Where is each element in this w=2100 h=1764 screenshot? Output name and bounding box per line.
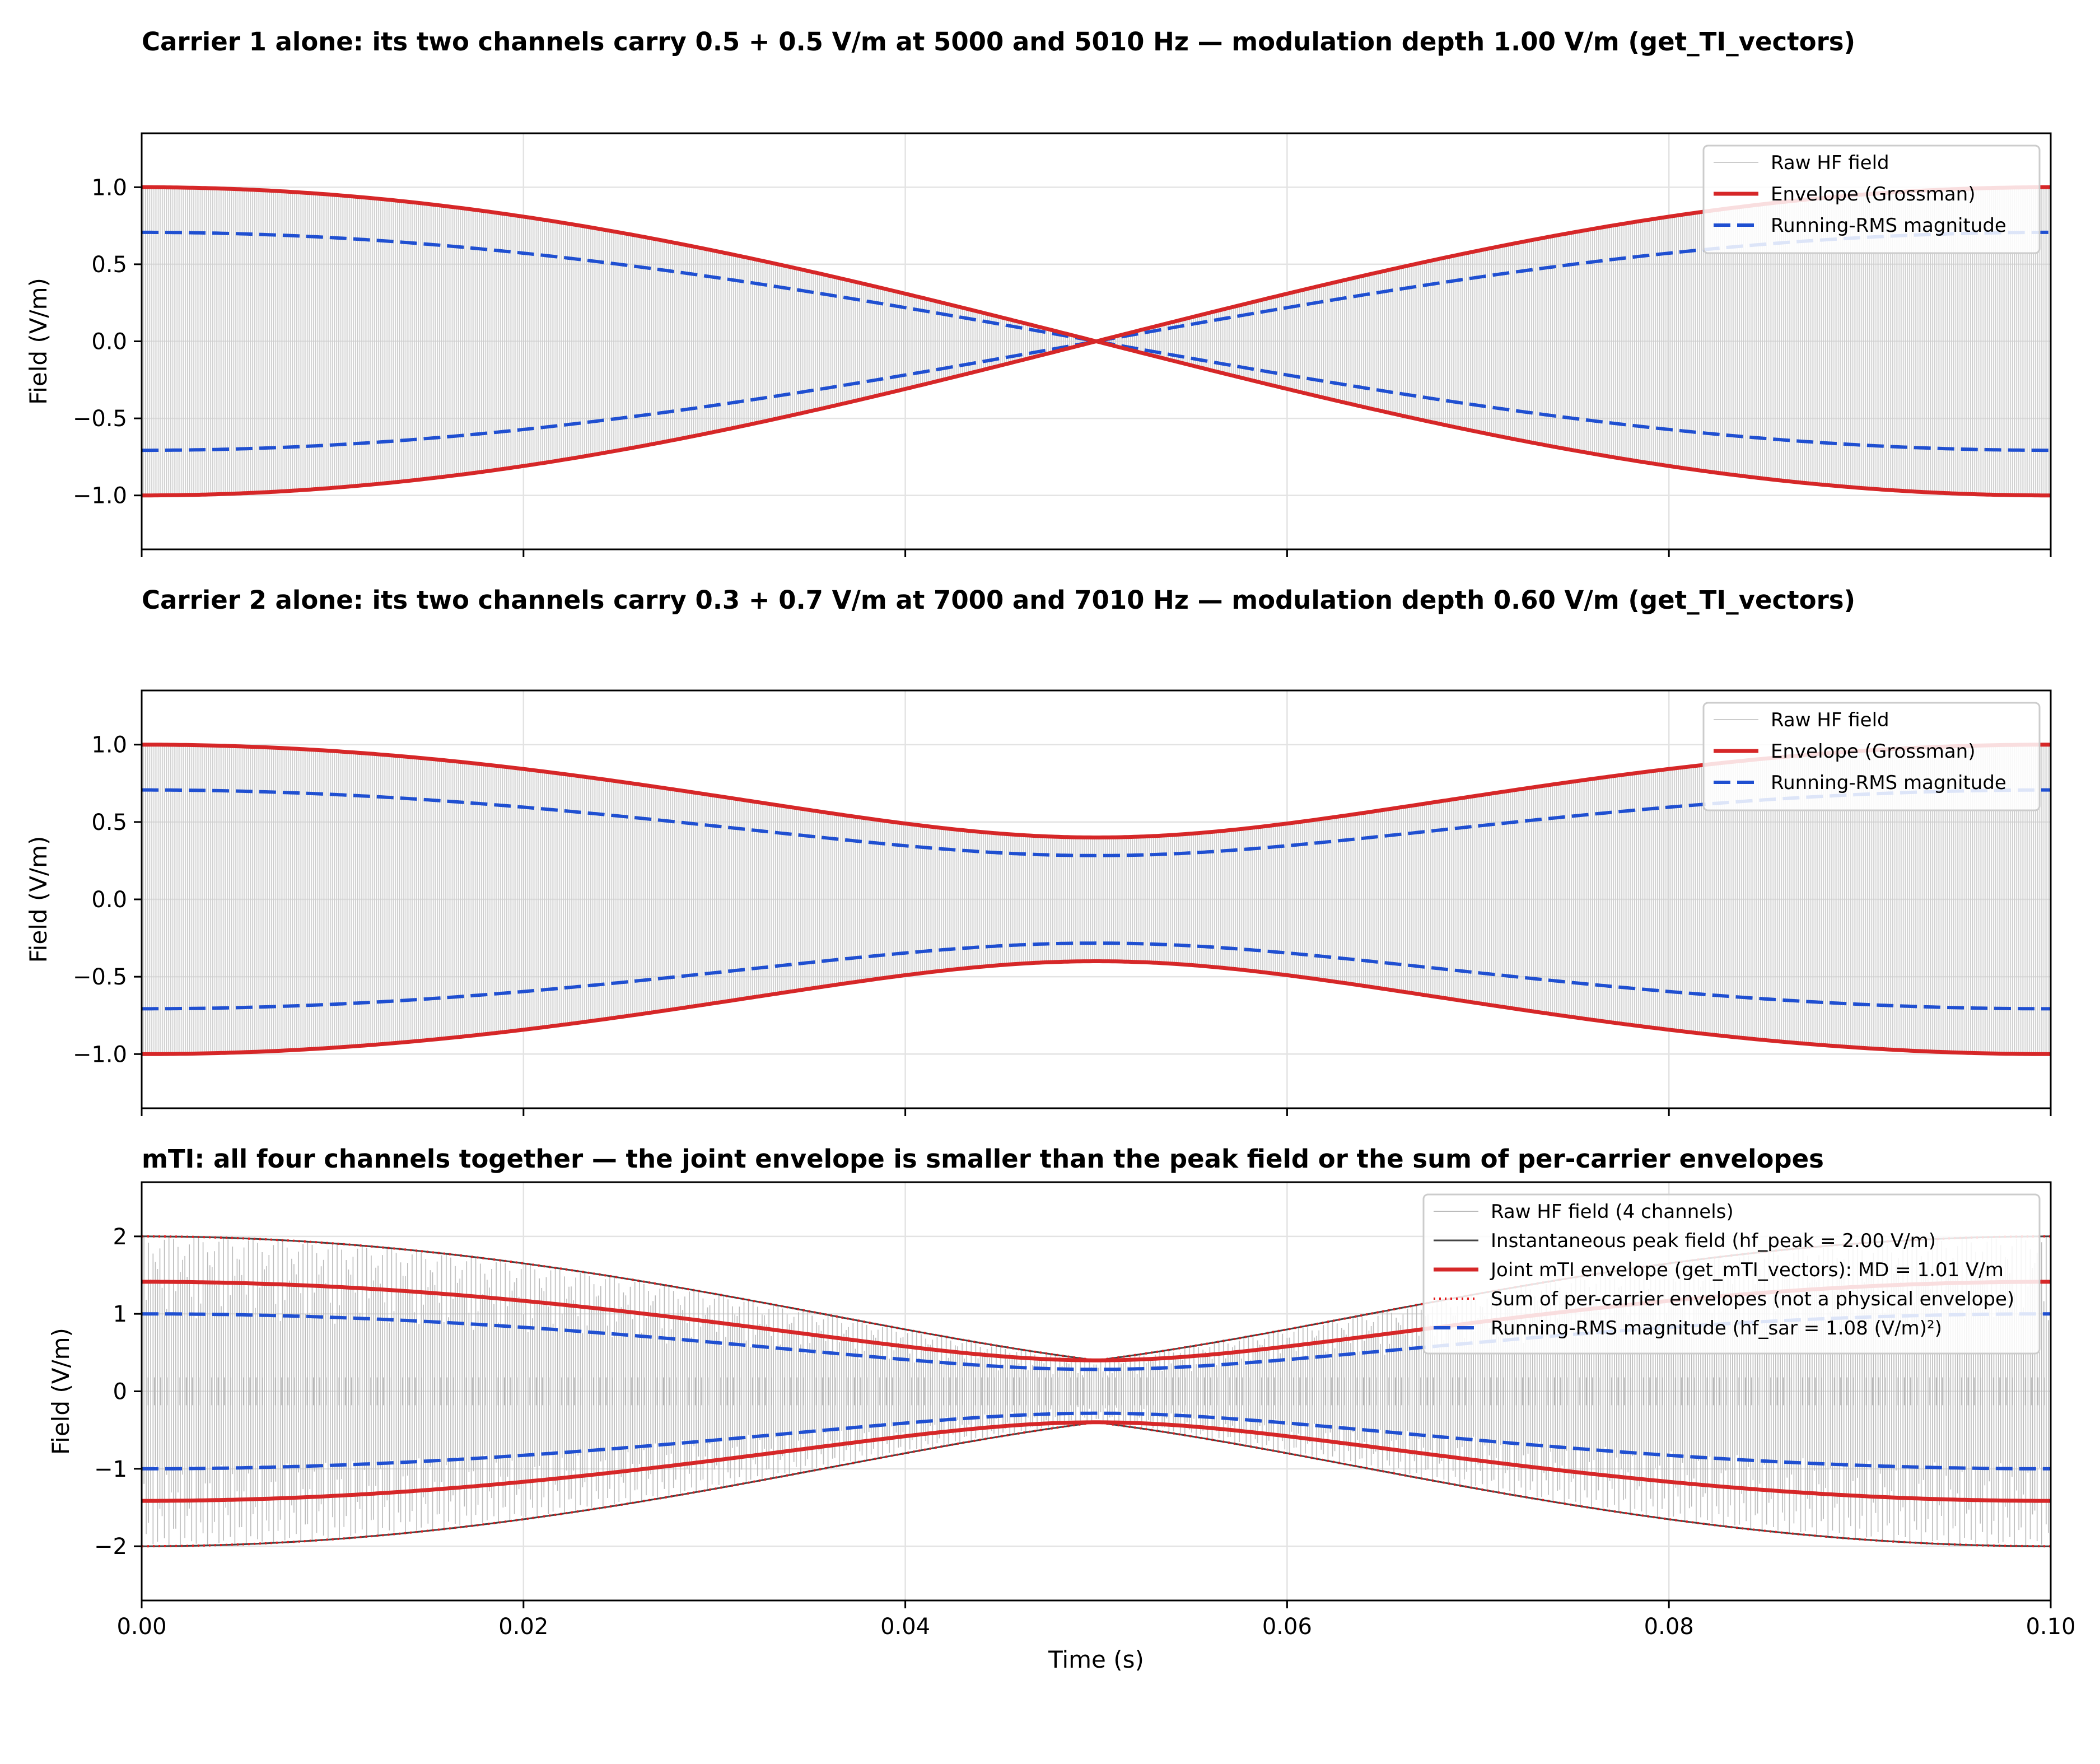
x-tick-label: 0.04 xyxy=(880,1614,930,1640)
legend-box xyxy=(1422,1193,2041,1355)
x-tick-label: 0.06 xyxy=(1262,1614,1312,1640)
envelope-lower-line xyxy=(142,1420,2051,1503)
legend-label-rms: Running-RMS magnitude (hf_sar = 1.08 (V/… xyxy=(1491,1317,1942,1340)
y-tick-label: 0.0 xyxy=(91,329,127,355)
envelope-lower-line xyxy=(142,959,2051,1056)
legend: Raw HF field (4 channels) Instantaneous p… xyxy=(1422,1193,2041,1355)
ticks: −1.0 −0.5 0.0 0.5 1.0 xyxy=(73,175,2052,557)
panel-carrier-2: −1.0 −0.5 0.0 0.5 1.0 Carrier 2 alone: its t… xyxy=(25,585,2052,1116)
legend-box xyxy=(1702,144,2041,254)
rms-upper-line xyxy=(142,1312,2051,1371)
raw-hf-field-line xyxy=(142,1236,2051,1547)
y-tick-label: −1 xyxy=(94,1457,127,1482)
legend-label-raw: Raw HF field xyxy=(1771,709,1889,731)
rms-lower-line xyxy=(142,1411,2051,1471)
y-tick-label: 1.0 xyxy=(91,732,127,758)
y-tick-label: 0.0 xyxy=(91,887,127,913)
raw-hf-field-line xyxy=(142,744,2051,1054)
y-tick-label: 0 xyxy=(113,1379,127,1405)
ticks: −1.0 −0.5 0.0 0.5 1.0 xyxy=(73,732,2052,1116)
y-tick-label: 0.5 xyxy=(91,810,127,836)
panel-mti: 0.00 0.02 0.04 0.06 0.08 0.10 −2 −1 0 1 2 mTI: all… xyxy=(47,1144,2076,1673)
y-axis-label: Field (V/m) xyxy=(25,836,52,963)
ticks: 0.00 0.02 0.04 0.06 0.08 0.10 −2 −1 0 1 2 xyxy=(94,1224,2076,1640)
y-tick-label: 2 xyxy=(113,1224,127,1250)
raw-hf-field-line xyxy=(142,187,2051,496)
panel-title: Carrier 1 alone: its two channels carry … xyxy=(142,27,1855,57)
legend: Raw HF field Envelope (Grossman) Running-R… xyxy=(1702,144,2041,254)
raw-hf-field-trace xyxy=(142,1236,2051,1547)
y-axis-label: Field (V/m) xyxy=(25,278,52,405)
panel-title: mTI: all four channels together — the jo… xyxy=(142,1144,1824,1174)
y-tick-label: −0.5 xyxy=(73,406,127,432)
rms-lower-line xyxy=(142,941,2051,1011)
y-tick-label: −2 xyxy=(94,1534,127,1560)
legend-label-sum: Sum of per-carrier envelopes (not a phys… xyxy=(1491,1288,2014,1310)
y-tick-label: 1 xyxy=(113,1301,127,1327)
y-tick-label: −1.0 xyxy=(73,483,127,509)
legend-label-envelope: Envelope (Grossman) xyxy=(1771,740,1975,763)
x-tick-label: 0.10 xyxy=(2026,1614,2075,1640)
x-axis-label: Time (s) xyxy=(1048,1646,1144,1673)
legend-label-rms: Running-RMS magnitude xyxy=(1771,214,2006,237)
raw-hf-field-trace xyxy=(142,744,2051,1054)
y-tick-label: 1.0 xyxy=(91,175,127,200)
y-tick-label: −1.0 xyxy=(73,1042,127,1067)
raw-hf-field-trace xyxy=(142,187,2051,496)
legend-label-joint: Joint mTI envelope (get_mTI_vectors): MD… xyxy=(1490,1259,2004,1281)
legend-label-raw: Raw HF field (4 channels) xyxy=(1491,1201,1734,1223)
y-axis-label: Field (V/m) xyxy=(47,1328,74,1455)
panel-carrier-1: −1.0 −0.5 0.0 0.5 1.0 Carrier 1 alone: its t… xyxy=(25,27,2052,557)
legend-box xyxy=(1702,702,2041,811)
legend-label-envelope: Envelope (Grossman) xyxy=(1771,183,1975,206)
x-tick-label: 0.00 xyxy=(116,1614,166,1640)
legend: Raw HF field Envelope (Grossman) Running-R… xyxy=(1702,702,2041,811)
y-tick-label: −0.5 xyxy=(73,964,127,990)
x-tick-label: 0.08 xyxy=(1644,1614,1694,1640)
y-tick-label: 0.5 xyxy=(91,252,127,278)
panel-title: Carrier 2 alone: its two channels carry … xyxy=(142,585,1855,615)
legend-label-peak: Instantaneous peak field (hf_peak = 2.00… xyxy=(1491,1230,1936,1252)
x-tick-label: 0.02 xyxy=(498,1614,548,1640)
rms-upper-line xyxy=(142,788,2051,857)
legend-label-raw: Raw HF field xyxy=(1771,152,1889,174)
rms-upper-line xyxy=(142,230,2051,452)
legend-label-rms: Running-RMS magnitude xyxy=(1771,772,2006,794)
